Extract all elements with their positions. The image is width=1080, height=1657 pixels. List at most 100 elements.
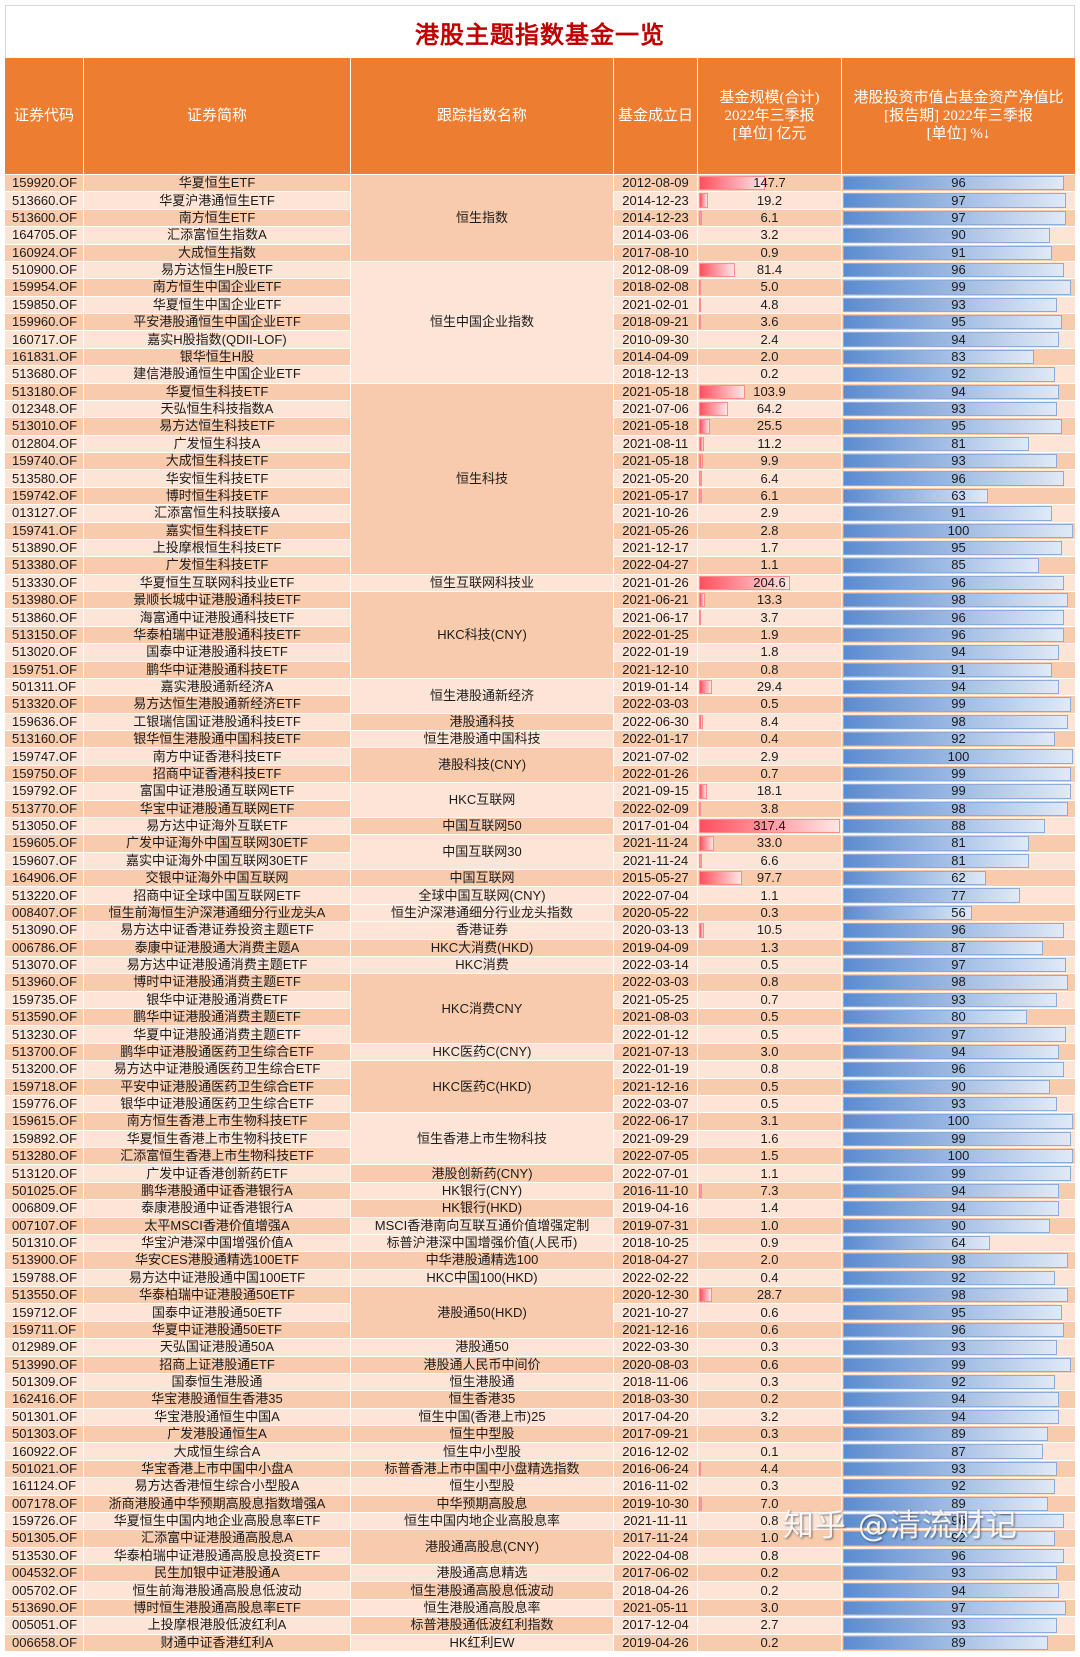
size-data-bar [699, 488, 702, 504]
fund-code-cell: 513680.OF [5, 366, 83, 383]
inception-date-cell: 2022-07-01 [614, 1165, 697, 1182]
fund-size-value: 1.9 [760, 626, 779, 642]
fund-name-cell: 博时中证港股通消费主题ETF [84, 974, 350, 991]
hk-holding-pct-cell: 88 [842, 817, 1075, 835]
fund-size-value: 0.5 [760, 1096, 779, 1112]
fund-name-cell: 南方恒生ETF [84, 209, 350, 227]
hk-holding-pct-value: 94 [951, 1200, 966, 1216]
fund-code-cell: 160924.OF [5, 244, 83, 261]
hk-holding-pct-cell: 94 [842, 678, 1075, 696]
fund-size-cell: 6.1 [698, 487, 841, 505]
hk-holding-pct-cell: 94 [842, 1582, 1075, 1599]
inception-date-cell: 2014-12-23 [614, 192, 697, 209]
hk-holding-pct-value: 90 [951, 1078, 966, 1094]
fund-size-cell: 147.7 [698, 175, 841, 192]
fund-size-value: 29.4 [756, 679, 783, 695]
column-header-tracking-index: 跟踪指数名称 [351, 58, 613, 174]
inception-date-cell: 2019-10-30 [614, 1495, 697, 1512]
fund-size-cell: 0.5 [698, 1095, 841, 1113]
tracking-index-cell: 恒生小型股 [351, 1478, 613, 1495]
tracking-index-cell: 恒生中型股 [351, 1426, 613, 1443]
fund-size-cell: 0.3 [698, 1339, 841, 1356]
hk-holding-pct-value: 93 [951, 1096, 966, 1112]
hk-holding-pct-cell: 97 [842, 956, 1075, 974]
inception-date-cell: 2022-06-30 [614, 713, 697, 730]
pct-data-bar [843, 888, 1021, 903]
tracking-index-cell: 中国互联网 [351, 870, 613, 887]
pct-data-bar [843, 1600, 1067, 1616]
hk-holding-pct-value: 94 [951, 679, 966, 695]
inception-date-cell: 2014-12-23 [614, 209, 697, 227]
fund-name-cell: 华夏恒生中国企业ETF [84, 296, 350, 313]
tracking-index-cell: HKC消费CNY [351, 974, 613, 1043]
fund-size-cell: 1.7 [698, 539, 841, 557]
fund-size-value: 6.6 [760, 852, 779, 868]
fund-size-cell: 0.2 [698, 1634, 841, 1651]
inception-date-cell: 2021-05-11 [614, 1599, 697, 1617]
fund-code-cell: 513150.OF [5, 626, 83, 644]
fund-size-cell: 1.8 [698, 644, 841, 661]
fund-name-cell: 华安恒生科技ETF [84, 470, 350, 487]
fund-name-cell: 富国中证港股通互联网ETF [84, 783, 350, 800]
pct-data-bar [843, 627, 1064, 643]
hk-holding-pct-value: 97 [951, 209, 966, 225]
fund-code-cell: 513010.OF [5, 418, 83, 435]
fund-size-cell: 103.9 [698, 383, 841, 400]
inception-date-cell: 2021-12-10 [614, 661, 697, 678]
tracking-index-cell: HKC医药C(HKD) [351, 1061, 613, 1113]
fund-size-cell: 3.7 [698, 609, 841, 626]
hk-holding-pct-cell: 95 [842, 539, 1075, 557]
fund-name-cell: 华夏恒生香港上市生物科技ETF [84, 1130, 350, 1147]
hk-holding-pct-value: 99 [951, 1165, 966, 1181]
fund-code-cell: 159960.OF [5, 314, 83, 331]
pct-data-bar [843, 645, 1060, 660]
fund-code-cell: 513230.OF [5, 1026, 83, 1043]
hk-holding-pct-value: 93 [951, 1565, 966, 1581]
fund-code-cell: 159711.OF [5, 1321, 83, 1339]
column-header-line: [单位] %↓ [926, 126, 991, 142]
fund-size-cell: 0.3 [698, 1478, 841, 1495]
fund-size-cell: 1.1 [698, 887, 841, 904]
fund-code-cell: 012804.OF [5, 435, 83, 452]
tracking-index-cell: 恒生港股通高股息率 [351, 1599, 613, 1617]
inception-date-cell: 2021-12-16 [614, 1078, 697, 1095]
pct-data-bar [843, 210, 1067, 226]
pct-data-bar [843, 940, 1044, 955]
hk-holding-pct-cell: 100 [842, 1113, 1075, 1130]
inception-date-cell: 2022-01-25 [614, 626, 697, 644]
fund-name-cell: 华夏恒生ETF [84, 175, 350, 192]
fund-size-cell: 0.6 [698, 1321, 841, 1339]
pct-data-bar [843, 1444, 1044, 1459]
fund-size-value: 6.1 [760, 487, 779, 503]
fund-code-cell: 513050.OF [5, 817, 83, 835]
hk-holding-pct-value: 81 [951, 852, 966, 868]
fund-size-value: 0.4 [760, 1269, 779, 1285]
fund-size-value: 0.6 [760, 1321, 779, 1337]
tracking-index-cell: 恒生港股通中国科技 [351, 731, 613, 748]
fund-size-cell: 33.0 [698, 835, 841, 852]
pct-data-bar [843, 1305, 1062, 1320]
fund-size-value: 10.5 [756, 922, 783, 938]
hk-holding-pct-cell: 95 [842, 418, 1075, 435]
tracking-index-cell: 恒生香港上市生物科技 [351, 1113, 613, 1165]
hk-holding-pct-value: 90 [951, 227, 966, 243]
inception-date-cell: 2022-03-07 [614, 1095, 697, 1113]
hk-holding-pct-cell: 96 [842, 1061, 1075, 1078]
pct-data-bar [843, 1044, 1060, 1060]
fund-code-cell: 159740.OF [5, 453, 83, 470]
hk-holding-pct-value: 100 [947, 748, 970, 764]
fund-name-cell: 嘉实港股通新经济A [84, 678, 350, 696]
fund-size-cell: 4.8 [698, 296, 841, 313]
column-header-fund-size: 基金规模(合计) 2022年三季报 [单位] 亿元 [698, 58, 841, 174]
hk-holding-pct-cell: 99 [842, 1165, 1075, 1182]
fund-size-cell: 28.7 [698, 1287, 841, 1304]
inception-date-cell: 2022-01-17 [614, 731, 697, 748]
inception-date-cell: 2021-05-26 [614, 522, 697, 539]
size-data-bar [699, 436, 704, 451]
fund-size-value: 204.6 [753, 574, 786, 590]
fund-size-value: 0.5 [760, 1026, 779, 1042]
fund-code-cell: 513550.OF [5, 1287, 83, 1304]
fund-size-value: 1.1 [760, 1165, 779, 1181]
fund-code-cell: 513220.OF [5, 887, 83, 904]
inception-date-cell: 2022-01-19 [614, 644, 697, 661]
